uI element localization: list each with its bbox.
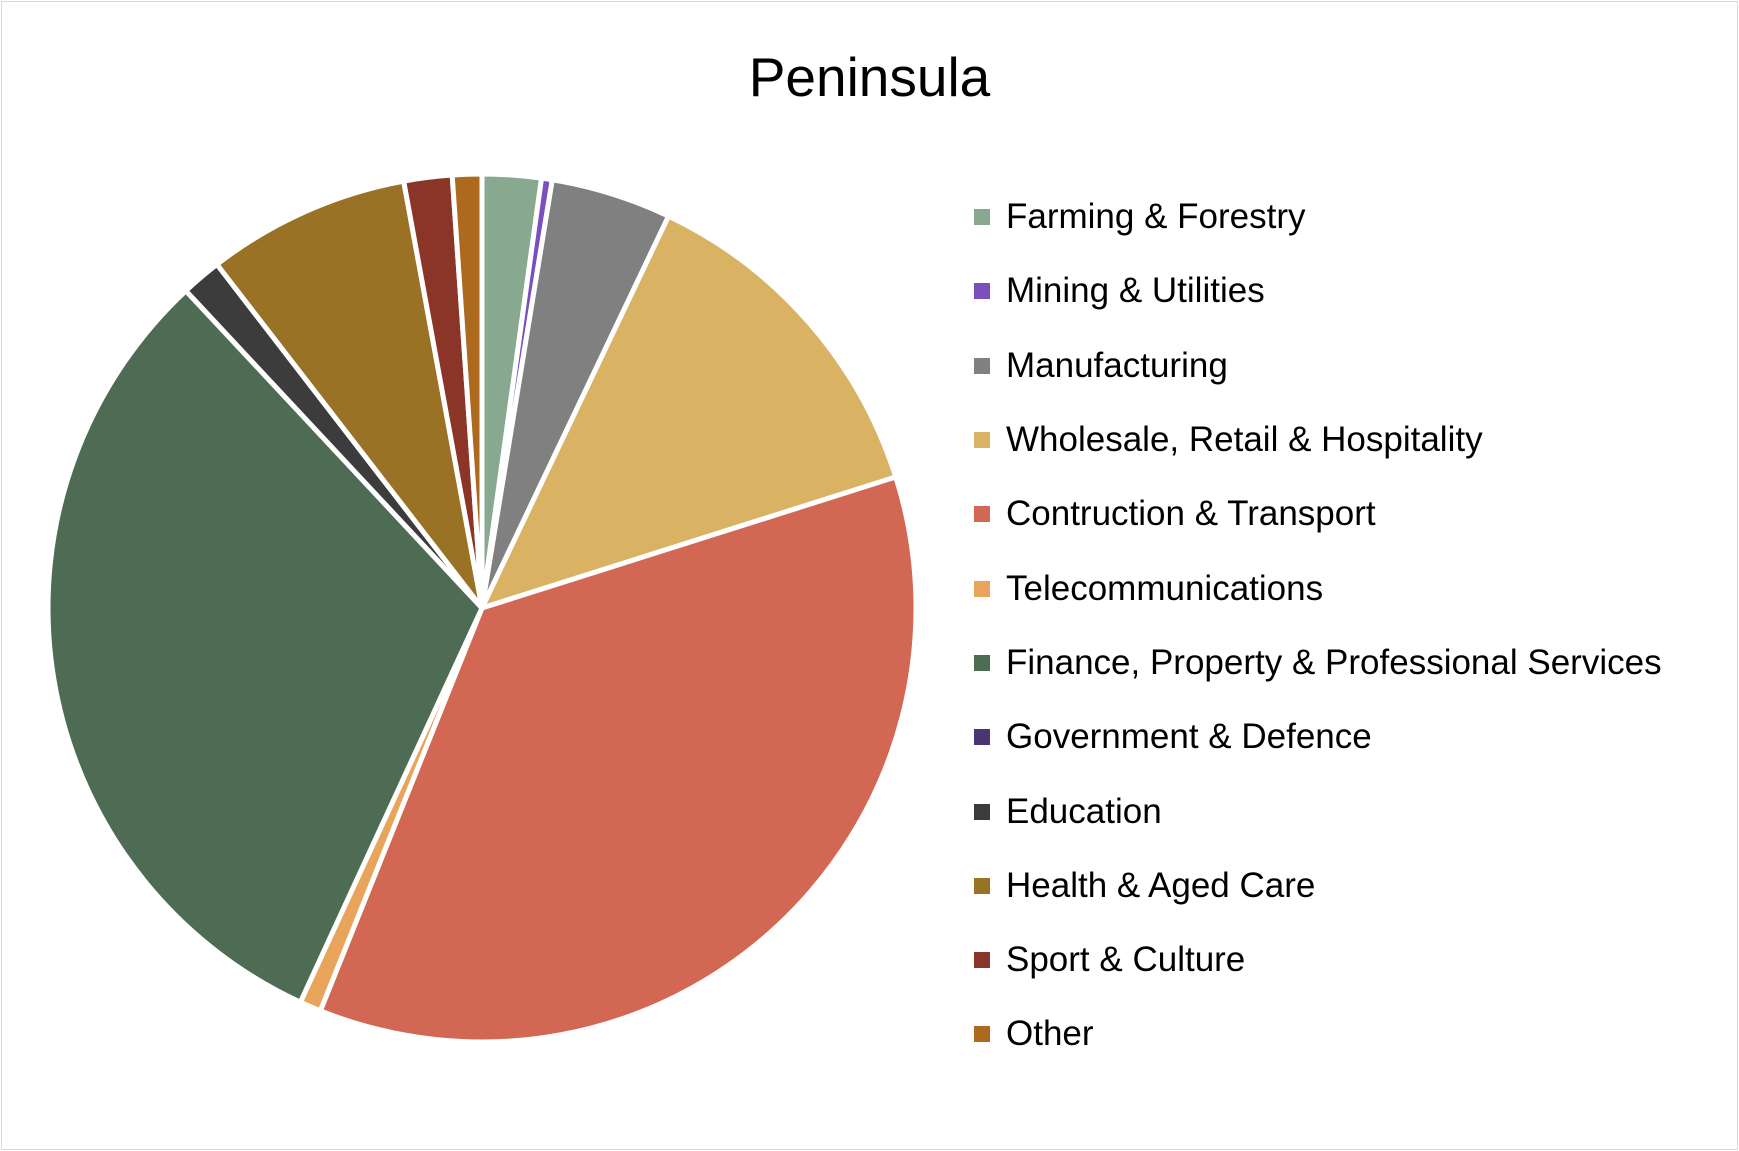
legend-label: Telecommunications: [1006, 568, 1324, 608]
legend-item-contruction-transport: Contruction & Transport: [974, 477, 1662, 551]
legend-item-wholesale-retail-hospitality: Wholesale, Retail & Hospitality: [974, 403, 1662, 477]
legend-label: Other: [1006, 1014, 1094, 1054]
legend-label: Mining & Utilities: [1006, 271, 1265, 311]
pie-slice-health-aged-care: [214, 178, 485, 611]
legend-swatch: [974, 580, 990, 597]
pie-slice-wholesale-retail-hospitality: [479, 213, 899, 611]
chart-legend: Farming & Forestry Mining & Utilities Manu…: [974, 180, 1662, 1072]
legend-label: Wholesale, Retail & Hospitality: [1006, 420, 1483, 460]
legend-label: Contruction & Transport: [1006, 494, 1376, 534]
legend-label: Government & Defence: [1006, 717, 1372, 757]
legend-swatch: [974, 877, 990, 894]
chart-title: Peninsula: [748, 46, 991, 108]
legend-swatch: [974, 1026, 990, 1043]
legend-item-finance-property-professional-services: Finance, Property & Professional Service…: [974, 626, 1662, 700]
legend-item-farming-forestry: Farming & Forestry: [974, 180, 1662, 254]
legend-label: Farming & Forestry: [1006, 197, 1306, 237]
legend-item-other: Other: [974, 997, 1662, 1071]
legend-label: Finance, Property & Professional Service…: [1006, 642, 1662, 682]
legend-item-education: Education: [974, 774, 1662, 848]
legend-swatch: [974, 506, 990, 523]
legend-item-telecommunications: Telecommunications: [974, 551, 1662, 625]
legend-swatch: [974, 283, 990, 300]
legend-swatch: [974, 209, 990, 226]
pie-slice-finance-property-professional-services: [45, 288, 485, 1005]
legend-swatch: [974, 803, 990, 820]
legend-item-mining-utilities: Mining & Utilities: [974, 254, 1662, 328]
legend-swatch: [974, 729, 990, 746]
legend-label: Manufacturing: [1006, 345, 1228, 385]
legend-swatch: [974, 952, 990, 969]
legend-item-manufacturing: Manufacturing: [974, 329, 1662, 403]
pie-slice-contruction-transport: [317, 474, 919, 1045]
legend-swatch: [974, 432, 990, 449]
legend-swatch: [974, 357, 990, 374]
legend-label: Education: [1006, 791, 1162, 831]
legend-label: Sport & Culture: [1006, 940, 1246, 980]
legend-item-government-defence: Government & Defence: [974, 700, 1662, 774]
legend-swatch: [974, 654, 990, 671]
legend-item-sport-culture: Sport & Culture: [974, 923, 1662, 997]
pie-slice-other: [449, 171, 485, 611]
legend-item-health-aged-care: Health & Aged Care: [974, 849, 1662, 923]
legend-label: Health & Aged Care: [1006, 865, 1316, 905]
